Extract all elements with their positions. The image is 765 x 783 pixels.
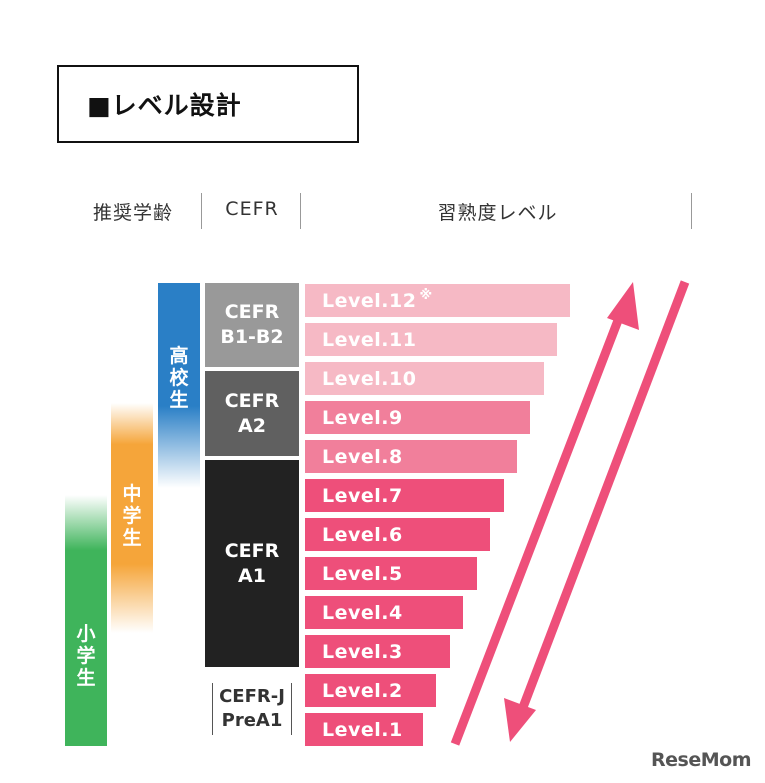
level-label: Level.2 <box>322 679 403 702</box>
level-bar-1: Level.1 <box>305 713 423 746</box>
title-box: ■レベル設計 <box>57 65 359 143</box>
age-label-char: 小 <box>76 623 96 645</box>
cefr-label: CEFR <box>224 301 280 323</box>
level-label: Level.4 <box>322 601 403 624</box>
cefr-j-bracket: CEFR-J PreA1 <box>212 683 292 735</box>
header-cefr: CEFR <box>225 198 279 220</box>
level-bar-2: Level.2 <box>305 674 436 707</box>
level-bar-10: Level.10 <box>305 362 544 395</box>
age-label-char: 高 <box>169 345 189 367</box>
level-label: Level.6 <box>322 523 403 546</box>
cefr-block-pre-a1: CEFR-J PreA1 <box>205 672 299 746</box>
level-label: Level.8 <box>322 445 403 468</box>
header-level: 習熟度レベル <box>437 202 558 224</box>
level-bar-8: Level.8 <box>305 440 517 473</box>
level-label: Level.7 <box>322 484 403 507</box>
cefr-label: CEFR <box>224 539 280 562</box>
age-label-char: 生 <box>169 389 189 411</box>
level-bar-9: Level.9 <box>305 401 530 434</box>
divider <box>300 193 301 229</box>
cefr-block-b1-b2: CEFR B1-B2 <box>205 283 299 367</box>
divider <box>691 193 692 229</box>
level-bar-11: Level.11 <box>305 323 557 356</box>
level-label: Level.12 <box>322 289 417 312</box>
footnote-mark: ※ <box>419 288 433 303</box>
level-bar-6: Level.6 <box>305 518 490 551</box>
level-label: Level.3 <box>322 640 403 663</box>
page-title: ■レベル設計 <box>87 91 242 120</box>
cefr-label: PreA1 <box>221 710 283 731</box>
age-label-char: 中 <box>122 483 142 505</box>
cefr-label: A2 <box>238 414 266 437</box>
level-label: Level.10 <box>322 367 417 390</box>
cefr-label: CEFR-J <box>219 686 285 707</box>
level-bar-7: Level.7 <box>305 479 504 512</box>
age-label-char: 校 <box>169 367 189 389</box>
level-bar-12: Level.12 ※ <box>305 284 570 317</box>
age-label-char: 学 <box>76 645 96 667</box>
cefr-block-a2: CEFR A2 <box>205 371 299 456</box>
level-label: Level.5 <box>322 562 403 585</box>
cefr-label: A1 <box>238 564 266 587</box>
age-bar-middle-school: 中 学 生 <box>111 403 153 633</box>
level-label: Level.9 <box>322 406 403 429</box>
down-arrow-icon <box>504 280 690 742</box>
cefr-block-a1: CEFR A1 <box>205 460 299 667</box>
cefr-label: CEFR <box>224 389 280 412</box>
age-bar-elementary: 小 学 生 <box>65 495 107 746</box>
age-label-char: 学 <box>122 505 142 527</box>
resemom-logo: ReseMom <box>651 749 751 771</box>
age-label-char: 生 <box>122 527 142 549</box>
progress-arrows <box>450 280 690 746</box>
level-label: Level.11 <box>322 328 417 351</box>
level-bar-3: Level.3 <box>305 635 450 668</box>
up-arrow-icon <box>450 282 639 746</box>
header-age: 推奨学齢 <box>92 202 173 224</box>
age-label-char: 生 <box>76 667 96 689</box>
level-label: Level.1 <box>322 718 403 741</box>
age-bar-high-school: 高 校 生 <box>158 283 200 488</box>
level-bar-4: Level.4 <box>305 596 463 629</box>
cefr-label: B1-B2 <box>220 326 284 348</box>
level-bar-5: Level.5 <box>305 557 477 590</box>
divider <box>201 193 202 229</box>
